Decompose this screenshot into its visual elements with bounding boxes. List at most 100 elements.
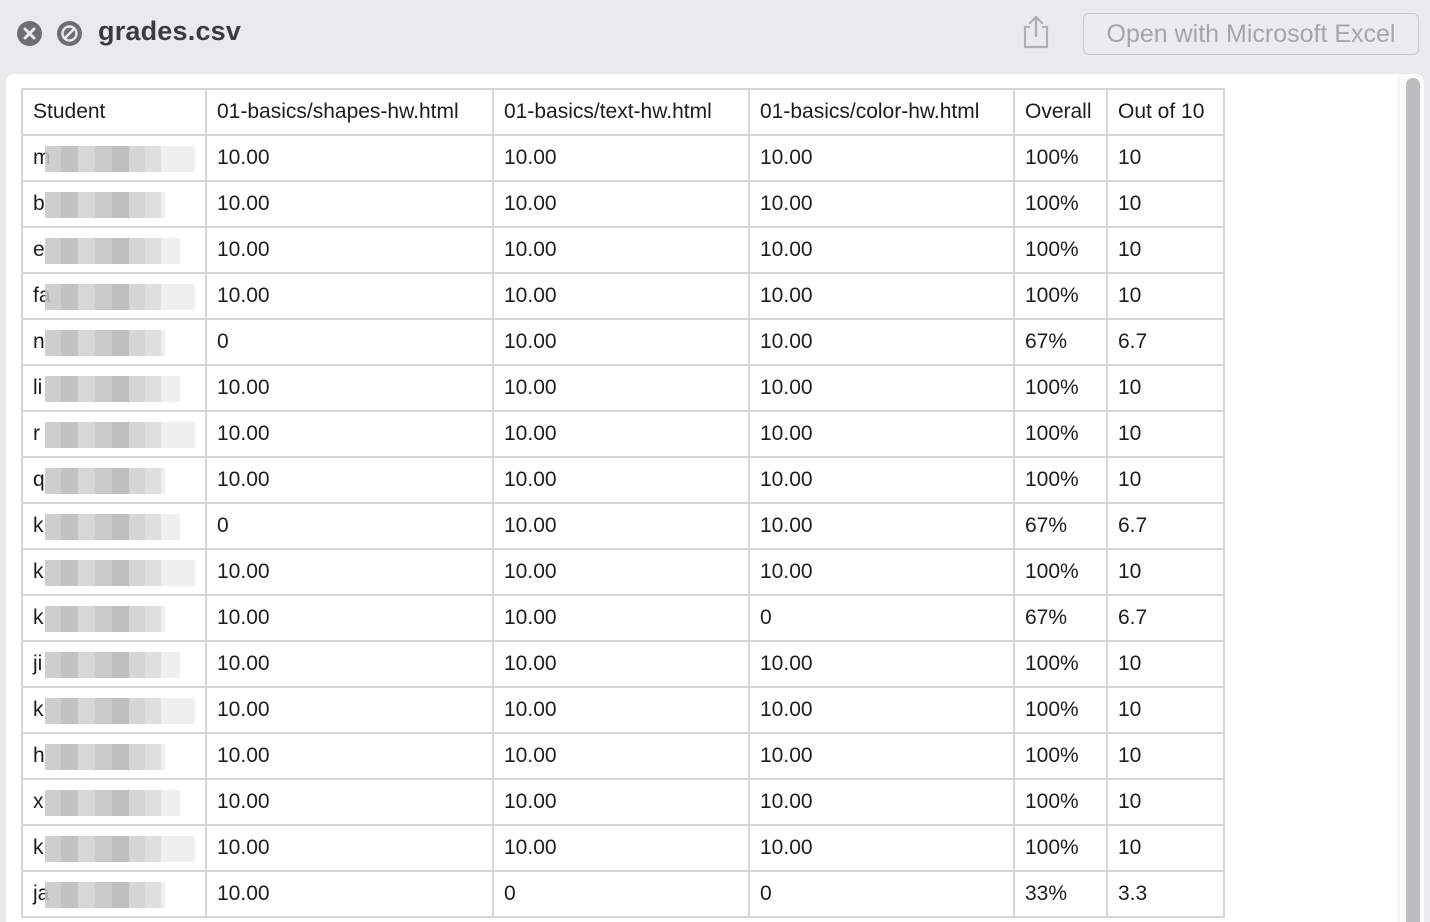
student-name-cell: k (21, 824, 207, 872)
grade-cell: 100% (1013, 410, 1108, 458)
redacted-name-overlay (45, 882, 165, 908)
grade-cell: 100% (1013, 456, 1108, 504)
close-icon[interactable] (17, 21, 42, 46)
grade-cell: 10 (1106, 824, 1225, 872)
grade-cell: 100% (1013, 272, 1108, 320)
grade-cell: 3.3 (1106, 870, 1225, 918)
student-name: k (33, 606, 44, 629)
grade-cell: 10.00 (205, 548, 494, 596)
table-row: k 10.00 10.00 10.00 100% 10 (21, 686, 1225, 734)
student-name: li (33, 376, 43, 399)
grade-cell: 10.00 (748, 778, 1015, 826)
grades-table: Student 01-basics/shapes-hw.html 01-basi… (21, 88, 1225, 918)
column-header: 01-basics/shapes-hw.html (205, 88, 494, 136)
grade-cell: 10.00 (748, 640, 1015, 688)
grade-cell: 10.00 (205, 134, 494, 182)
student-name-cell: x (21, 778, 207, 826)
grade-cell: 100% (1013, 686, 1108, 734)
grade-cell: 10.00 (205, 732, 494, 780)
vertical-scrollbar[interactable] (1398, 74, 1424, 922)
open-with-excel-button[interactable]: Open with Microsoft Excel (1083, 13, 1419, 55)
redacted-name-overlay (45, 192, 165, 218)
grade-cell: 10 (1106, 410, 1225, 458)
redacted-name-overlay (45, 560, 195, 586)
redacted-name-overlay (45, 376, 180, 402)
grade-cell: 0 (748, 870, 1015, 918)
student-name-cell: k (21, 548, 207, 596)
grade-cell: 10 (1106, 226, 1225, 274)
grade-cell: 100% (1013, 824, 1108, 872)
column-header: Out of 10 (1106, 88, 1225, 136)
header-row: Student 01-basics/shapes-hw.html 01-basi… (21, 88, 1225, 136)
grade-cell: 0 (492, 870, 750, 918)
grade-cell: 10.00 (492, 778, 750, 826)
redacted-name-overlay (45, 698, 195, 724)
student-name-cell: r (21, 410, 207, 458)
redacted-name-overlay (45, 744, 165, 770)
grade-cell: 10.00 (492, 134, 750, 182)
grade-cell: 10.00 (492, 456, 750, 504)
student-name-cell: q (21, 456, 207, 504)
redacted-name-overlay (45, 238, 180, 264)
grade-cell: 10 (1106, 456, 1225, 504)
scrollbar-thumb[interactable] (1406, 78, 1420, 922)
grade-cell: 100% (1013, 640, 1108, 688)
grade-cell: 10 (1106, 686, 1225, 734)
grade-cell: 10.00 (492, 364, 750, 412)
student-name: e (33, 238, 45, 261)
grade-cell: 10.00 (205, 640, 494, 688)
grade-cell: 0 (205, 502, 494, 550)
grade-cell: 10.00 (492, 640, 750, 688)
grade-cell: 100% (1013, 226, 1108, 274)
table-row: k 10.00 10.00 0 67% 6.7 (21, 594, 1225, 642)
grade-cell: 10 (1106, 272, 1225, 320)
redacted-name-overlay (45, 514, 180, 540)
student-name: k (33, 560, 44, 583)
grade-cell: 10.00 (748, 824, 1015, 872)
grade-cell: 10.00 (205, 410, 494, 458)
grade-cell: 10.00 (492, 226, 750, 274)
student-name-cell: ja (21, 870, 207, 918)
column-header: 01-basics/color-hw.html (748, 88, 1015, 136)
minimize-icon[interactable] (57, 21, 82, 46)
grade-cell: 10.00 (748, 180, 1015, 228)
share-icon[interactable] (1020, 14, 1052, 50)
student-name: ji (33, 652, 43, 675)
redacted-name-overlay (45, 652, 180, 678)
grade-cell: 0 (748, 594, 1015, 642)
grade-cell: 100% (1013, 778, 1108, 826)
table-row: n 0 10.00 10.00 67% 6.7 (21, 318, 1225, 366)
student-name-cell: k (21, 686, 207, 734)
grade-cell: 67% (1013, 318, 1108, 366)
grade-cell: 10 (1106, 640, 1225, 688)
grade-cell: 0 (205, 318, 494, 366)
grade-cell: 10.00 (748, 548, 1015, 596)
csv-preview: Student 01-basics/shapes-hw.html 01-basi… (6, 74, 1424, 922)
grade-cell: 10.00 (492, 548, 750, 596)
grade-cell: 67% (1013, 594, 1108, 642)
redacted-name-overlay (45, 422, 195, 448)
student-name-cell: m (21, 134, 207, 182)
student-name: x (33, 790, 44, 813)
grade-cell: 33% (1013, 870, 1108, 918)
grade-cell: 10 (1106, 778, 1225, 826)
student-name-cell: k (21, 502, 207, 550)
table-row: ja 10.00 0 0 33% 3.3 (21, 870, 1225, 918)
column-header: 01-basics/text-hw.html (492, 88, 750, 136)
table-row: ji 10.00 10.00 10.00 100% 10 (21, 640, 1225, 688)
title-bar: grades.csv Open with Microsoft Excel (0, 0, 1430, 72)
grade-cell: 10.00 (205, 870, 494, 918)
student-name-cell: li (21, 364, 207, 412)
column-header: Overall (1013, 88, 1108, 136)
table-row: r 10.00 10.00 10.00 100% 10 (21, 410, 1225, 458)
student-name-cell: h (21, 732, 207, 780)
student-name: k (33, 514, 44, 537)
student-name: h (33, 744, 45, 767)
grade-cell: 100% (1013, 732, 1108, 780)
grade-cell: 67% (1013, 502, 1108, 550)
redacted-name-overlay (45, 330, 165, 356)
student-name-cell: n (21, 318, 207, 366)
redacted-name-overlay (45, 790, 180, 816)
student-name: r (33, 422, 40, 445)
grade-cell: 10.00 (205, 686, 494, 734)
